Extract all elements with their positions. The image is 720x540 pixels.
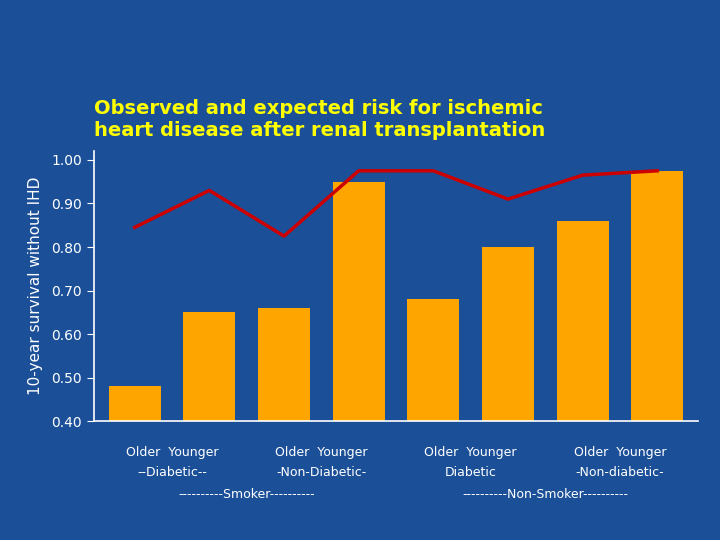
Text: -Non-Diabetic-: -Non-Diabetic- (276, 465, 366, 478)
Bar (408, 299, 459, 421)
Text: -Non-diabetic-: -Non-diabetic- (576, 465, 665, 478)
Y-axis label: 10-year survival without IHD: 10-year survival without IHD (27, 177, 42, 395)
Text: Diabetic: Diabetic (445, 465, 497, 478)
Text: ----------Non-Smoker----------: ----------Non-Smoker---------- (462, 488, 629, 501)
Bar (258, 308, 310, 421)
Bar (557, 221, 609, 421)
Text: Observed and expected risk for ischemic
heart disease after renal transplantatio: Observed and expected risk for ischemic … (94, 99, 545, 140)
Bar (183, 312, 235, 421)
Text: --Diabetic--: --Diabetic-- (137, 465, 207, 478)
Text: Older  Younger: Older Younger (126, 446, 218, 459)
Text: Older  Younger: Older Younger (574, 446, 666, 459)
Bar (631, 171, 683, 421)
Text: Older  Younger: Older Younger (424, 446, 517, 459)
Text: Older  Younger: Older Younger (275, 446, 368, 459)
Bar (333, 181, 384, 421)
Text: ----------Smoker----------: ----------Smoker---------- (179, 488, 315, 501)
Bar (109, 386, 161, 421)
Bar (482, 247, 534, 421)
